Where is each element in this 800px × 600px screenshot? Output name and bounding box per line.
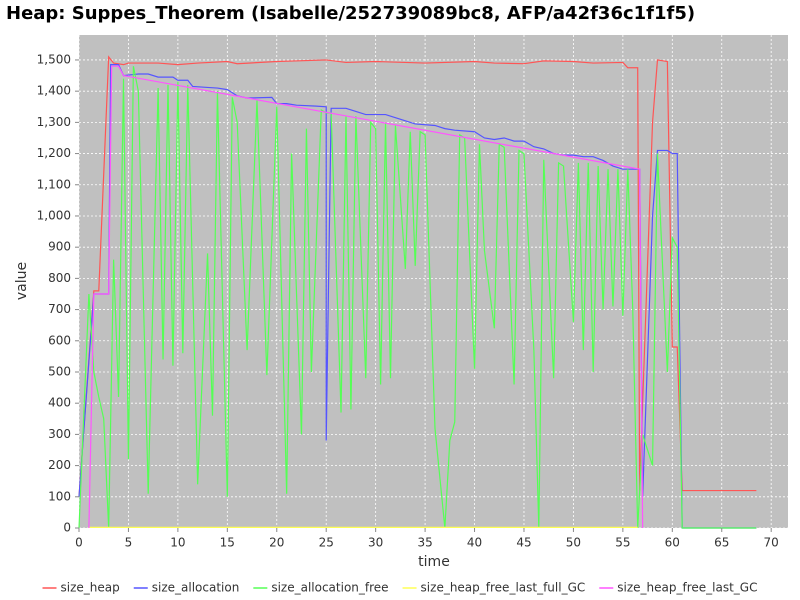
legend-item: size_allocation_free: [253, 581, 389, 595]
legend-item: size_heap: [42, 581, 120, 595]
legend: size_heap size_allocation size_allocation_…: [42, 581, 757, 595]
y-tick-label: 0: [63, 521, 71, 535]
y-tick-label: 200: [48, 458, 71, 472]
y-tick-label: 1,100: [37, 177, 71, 191]
legend-item: size_heap_free_last_full_GC: [402, 581, 586, 595]
y-tick-label: 1,500: [37, 52, 71, 66]
legend-item: size_heap_free_last_GC: [599, 581, 757, 595]
y-tick-label: 400: [48, 396, 71, 410]
legend-label: size_allocation: [152, 581, 240, 595]
series-line: [88, 65, 644, 529]
y-tick-label: 600: [48, 333, 71, 347]
y-tick-label: 1,000: [37, 208, 71, 222]
legend-label: size_heap_free_last_full_GC: [421, 581, 586, 595]
series-line: [78, 66, 757, 529]
series-line: [78, 55, 757, 497]
chart-title: Heap: Suppes_Theorem (Isabelle/252739089…: [6, 3, 695, 24]
x-tick-label: 45: [516, 536, 531, 550]
x-tick-label: 20: [269, 536, 284, 550]
x-tick-label: 35: [417, 536, 432, 550]
y-tick-label: 1,200: [37, 146, 71, 160]
x-tick-label: 10: [170, 536, 185, 550]
x-tick-label: 15: [220, 536, 235, 550]
x-tick-label: 30: [368, 536, 383, 550]
legend-item: size_allocation: [133, 581, 240, 595]
x-tick-label: 25: [319, 536, 334, 550]
x-tick-label: 60: [665, 536, 680, 550]
x-tick-label: 50: [566, 536, 581, 550]
x-tick-label: 70: [764, 536, 779, 550]
y-tick-label: 700: [48, 302, 71, 316]
legend-label: size_heap_free_last_GC: [617, 581, 757, 595]
legend-label: size_allocation_free: [271, 581, 388, 595]
axes: 01002003004005006007008009001,0001,1001,…: [37, 52, 779, 549]
legend-label: size_heap: [61, 581, 120, 595]
x-tick-label: 5: [125, 536, 133, 550]
x-tick-label: 40: [467, 536, 482, 550]
y-tick-label: 100: [48, 489, 71, 503]
x-tick-label: 65: [714, 536, 729, 550]
y-tick-label: 500: [48, 364, 71, 378]
x-tick-label: 0: [75, 536, 83, 550]
y-tick-label: 900: [48, 240, 71, 254]
series-line: [78, 64, 757, 529]
series-lines: [78, 55, 757, 529]
x-axis-label: time: [418, 554, 450, 570]
y-axis-label: value: [14, 262, 30, 300]
y-tick-label: 300: [48, 427, 71, 441]
y-tick-label: 800: [48, 271, 71, 285]
x-tick-label: 55: [615, 536, 630, 550]
y-tick-label: 1,400: [37, 84, 71, 98]
y-tick-label: 1,300: [37, 115, 71, 129]
